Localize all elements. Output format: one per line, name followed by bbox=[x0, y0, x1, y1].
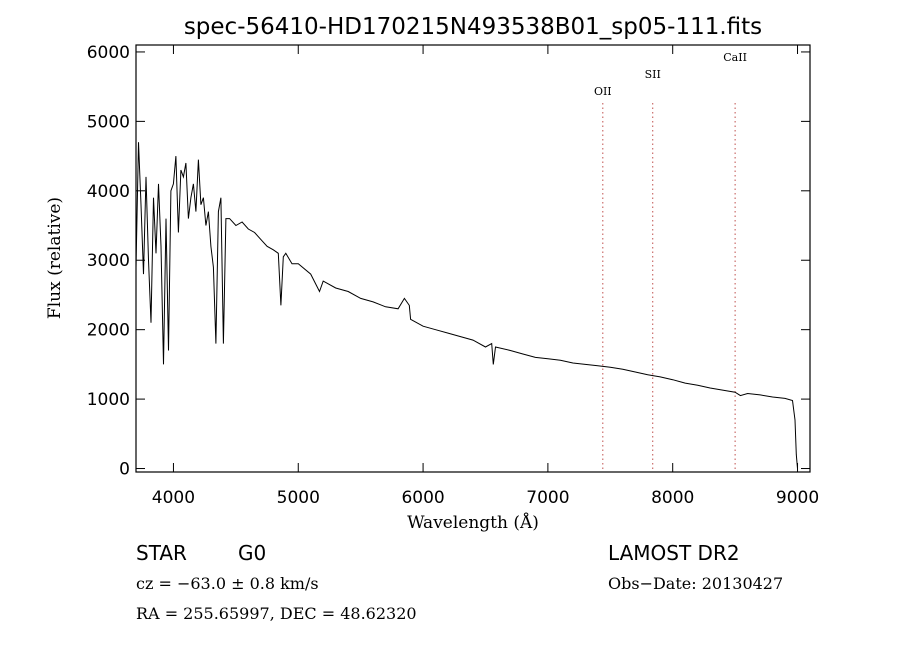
x-tick-label: 8000 bbox=[651, 488, 694, 508]
x-tick-label: 5000 bbox=[277, 488, 320, 508]
x-tick-label: 7000 bbox=[526, 488, 569, 508]
coordinates: RA = 255.65997, DEC = 48.62320 bbox=[136, 604, 417, 623]
y-tick-label: 0 bbox=[119, 460, 130, 480]
spectral-line-label: CaII bbox=[723, 51, 747, 64]
plot-frame bbox=[135, 44, 811, 473]
subclass: G0 bbox=[238, 541, 267, 565]
x-tick-label: 9000 bbox=[776, 488, 819, 508]
y-tick-label: 6000 bbox=[87, 43, 130, 63]
spectrum-line bbox=[135, 142, 798, 469]
object-class: STAR bbox=[136, 541, 187, 565]
x-tick-label: 6000 bbox=[401, 488, 444, 508]
x-tick-label: 4000 bbox=[152, 488, 195, 508]
y-tick-label: 4000 bbox=[87, 182, 130, 202]
chart-title: spec-56410-HD170215N493538B01_sp05-111.f… bbox=[184, 14, 762, 40]
redshift-value: cz = −63.0 ± 0.8 km/s bbox=[136, 574, 319, 593]
y-axis-label: Flux (relative) bbox=[45, 197, 65, 319]
y-tick-label: 5000 bbox=[87, 112, 130, 132]
y-tick-label: 3000 bbox=[87, 251, 130, 271]
spectral-line-label: OII bbox=[594, 85, 612, 98]
obs-date: Obs−Date: 20130427 bbox=[608, 574, 784, 593]
survey-name: LAMOST DR2 bbox=[608, 541, 740, 565]
spectral-line-label: SII bbox=[645, 68, 661, 81]
y-tick-label: 2000 bbox=[87, 321, 130, 341]
x-axis-label: Wavelength (Å) bbox=[407, 512, 539, 533]
y-tick-label: 1000 bbox=[87, 390, 130, 410]
